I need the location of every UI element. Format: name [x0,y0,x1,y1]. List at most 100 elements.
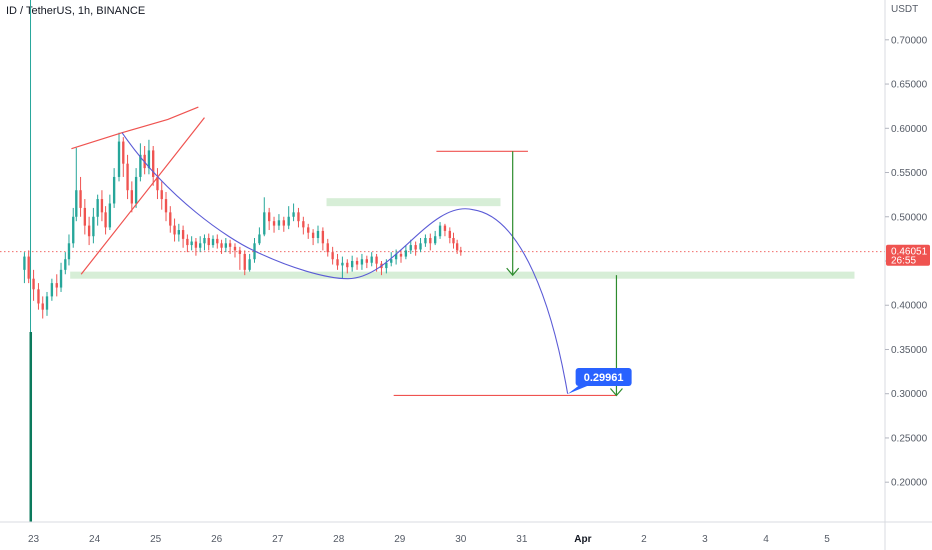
candle [108,194,112,231]
candle [224,237,228,253]
candle [233,243,237,258]
candle [438,222,442,239]
candle [243,250,246,276]
candle [23,252,26,284]
candle [429,233,432,251]
candle [100,190,104,222]
candle [258,227,261,246]
chart-title: ID / TetherUS, 1h, BINANCE [6,5,146,17]
svg-text:26:55: 26:55 [891,256,916,267]
candle [207,233,210,251]
svg-text:0.29961: 0.29961 [584,372,624,384]
candle [79,176,82,217]
candle [190,236,193,251]
candle [282,216,285,232]
projection-curve[interactable] [121,132,569,394]
measured-move-arrow-1[interactable] [506,151,520,277]
x-tick-label: 29 [394,534,406,545]
x-tick-label: 4 [763,534,769,545]
candle [316,225,320,244]
candle [228,239,232,254]
candle [292,203,295,222]
y-unit-label: USDT [891,4,918,15]
candle [92,207,95,244]
candle [152,145,155,186]
x-tick-label: 23 [28,534,40,545]
candle [27,250,30,284]
candle [443,223,447,237]
candle [75,147,78,222]
candle [331,246,334,265]
candle [186,234,189,253]
candle [321,227,325,251]
candle [112,168,116,208]
support-zone[interactable] [70,271,855,279]
x-tick-label: 26 [211,534,223,545]
candle [164,191,168,222]
candle [147,139,151,175]
candle [311,229,315,246]
candle [394,249,398,265]
candle [399,250,403,263]
candle [160,181,163,210]
wedge-lower-line[interactable] [80,117,205,275]
y-tick-label: 0.50000 [891,212,928,223]
candle [139,143,142,182]
candle [87,216,91,246]
candle [390,252,393,267]
candle [134,168,138,208]
volume-marker [29,332,33,522]
candle [181,225,185,248]
candle [41,296,44,319]
candle [169,206,172,233]
x-tick-label: 27 [272,534,284,545]
candle [72,207,75,248]
svg-text:0.46051: 0.46051 [891,247,928,258]
candle [64,252,67,275]
x-tick-label: 3 [702,534,708,545]
x-tick-label: Apr [574,534,591,545]
y-tick-label: 0.65000 [891,80,928,91]
y-tick-label: 0.55000 [891,168,928,179]
candle [50,278,54,301]
x-tick-label: 5 [824,534,830,545]
candle [267,207,271,231]
candle [117,132,121,182]
candles [23,132,462,319]
wedge-upper-line[interactable] [71,106,199,150]
target-price-label[interactable]: 0.29961 [567,368,632,395]
candle [263,197,266,237]
candle [96,194,99,226]
candle [126,154,129,200]
candle [277,214,281,231]
candle [130,181,134,213]
resistance-zone[interactable] [326,198,501,207]
candle [452,232,455,249]
candle [122,137,125,177]
candle [307,223,310,239]
candle [346,259,349,274]
candle [448,227,451,244]
candle [336,253,339,270]
candle [203,234,206,251]
candle [220,239,223,254]
x-tick-label: 30 [455,534,467,545]
candle [67,234,71,266]
zones [70,198,855,279]
candle [404,245,408,260]
candle [341,256,344,279]
x-tick-label: 28 [333,534,345,545]
x-tick-label: 31 [516,534,528,545]
candle [455,239,459,254]
candle [156,168,159,200]
candle [424,234,427,247]
candle [355,257,359,270]
candle [350,255,354,272]
y-tick-label: 0.25000 [891,433,928,444]
candle [434,230,437,246]
candle [297,207,300,228]
candle [365,255,368,269]
